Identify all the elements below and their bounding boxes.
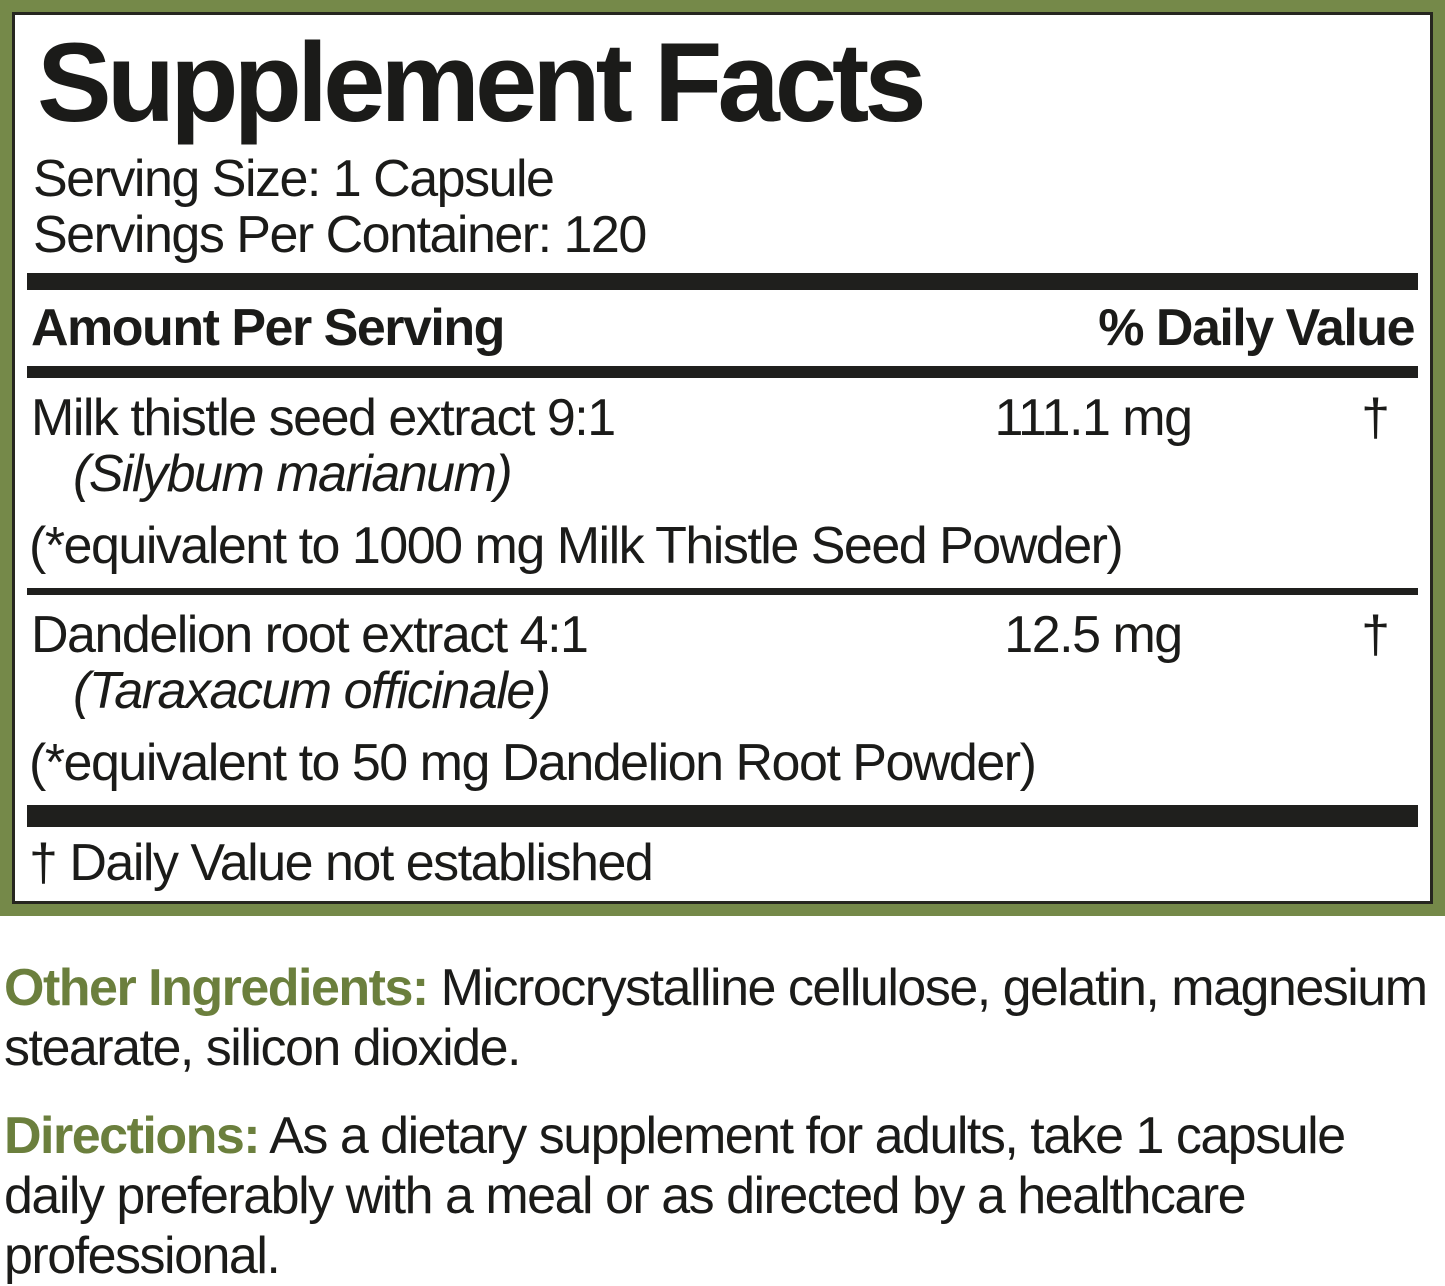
divider-thick-top xyxy=(27,273,1418,290)
panel-title: Supplement Facts xyxy=(37,20,927,145)
serving-info-block: Serving Size: 1 Capsule Servings Per Con… xyxy=(33,151,1418,263)
latin-name: (Taraxacum officinale) xyxy=(73,662,551,720)
divider-below-header xyxy=(27,366,1418,378)
ingredient-amount: 111.1 mg xyxy=(994,389,1193,447)
latin-name: (Silybum marianum) xyxy=(73,445,513,503)
dagger-symbol: † xyxy=(1361,606,1390,664)
ingredient-name: Dandelion root extract 4:1 xyxy=(31,606,589,664)
dagger-symbol: † xyxy=(1361,389,1390,447)
ingredient-name: Milk thistle seed extract 9:1 xyxy=(31,389,616,447)
daily-value-header: % Daily Value xyxy=(1098,299,1415,357)
row-main-line: Dandelion root extract 4:1 12.5 mg † xyxy=(27,607,1418,663)
equivalent-note: (*equivalent to 1000 mg Milk Thistle See… xyxy=(29,517,1124,575)
divider-between-rows xyxy=(27,588,1418,595)
directions-label: Directions: xyxy=(4,1107,261,1165)
other-ingredients-label: Other Ingredients: xyxy=(4,959,429,1017)
servings-per-container: Servings Per Container: 120 xyxy=(33,206,647,264)
divider-above-footnote xyxy=(27,805,1418,827)
row-main-line: Milk thistle seed extract 9:1 111.1 mg † xyxy=(27,390,1418,446)
directions-paragraph: Directions: As a dietary supplement for … xyxy=(0,1106,1445,1286)
ingredient-amount: 12.5 mg xyxy=(1004,606,1183,664)
supplement-facts-inner-frame: Supplement Facts Serving Size: 1 Capsule… xyxy=(12,12,1433,904)
other-ingredients-paragraph: Other Ingredients: Microcrystalline cell… xyxy=(0,958,1445,1078)
other-ingredients-text: Microcrystalline cellulose, gelatin, mag… xyxy=(4,959,1428,1077)
serving-size: Serving Size: 1 Capsule xyxy=(33,150,555,208)
table-row-dandelion: Dandelion root extract 4:1 12.5 mg † (Ta… xyxy=(27,595,1418,805)
equivalent-note: (*equivalent to 50 mg Dandelion Root Pow… xyxy=(29,734,1037,792)
table-row-milk-thistle: Milk thistle seed extract 9:1 111.1 mg †… xyxy=(27,378,1418,588)
table-header-row: Amount Per Serving % Daily Value xyxy=(27,300,1418,356)
daily-value-footnote: † Daily Value not established xyxy=(29,834,654,892)
amount-per-serving-header: Amount Per Serving xyxy=(31,299,505,357)
supplement-facts-panel: Supplement Facts Serving Size: 1 Capsule… xyxy=(0,0,1445,916)
